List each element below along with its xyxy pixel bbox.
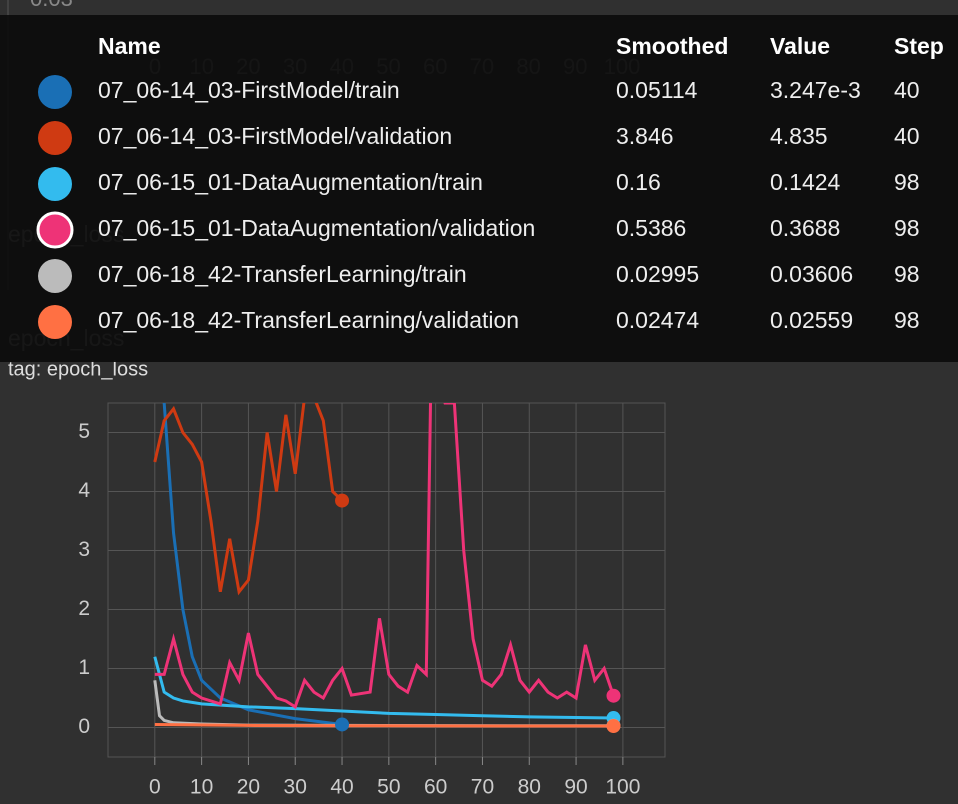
tooltip-smoothed: 3.846 bbox=[616, 123, 674, 149]
series-name: 07_06-18_42-TransferLearning/validation bbox=[98, 307, 519, 333]
legend-swatch bbox=[38, 259, 72, 293]
tooltip-smoothed: 0.5386 bbox=[616, 215, 686, 241]
series-line bbox=[154, 403, 615, 710]
tooltip-header: Smoothed bbox=[616, 33, 728, 59]
x-tick-label: 20 bbox=[237, 776, 260, 799]
series-line bbox=[154, 723, 614, 728]
tooltip-value: 4.835 bbox=[770, 123, 828, 149]
x-tick-label: 100 bbox=[605, 776, 640, 799]
tooltip-step: 98 bbox=[894, 261, 920, 287]
y-tick-label: 0 bbox=[78, 715, 90, 738]
y-tick-label: 5 bbox=[78, 420, 90, 443]
y-tick-label: 1 bbox=[78, 656, 90, 679]
y-tick-label: 4 bbox=[78, 479, 90, 502]
tooltip-header: Value bbox=[770, 33, 830, 59]
tooltip-smoothed: 0.05114 bbox=[616, 77, 698, 103]
last-point bbox=[335, 717, 350, 732]
tooltip-value: 0.3688 bbox=[770, 215, 840, 241]
x-tick-label: 0 bbox=[149, 776, 161, 799]
series-name: 07_06-15_01-DataAugmentation/train bbox=[98, 169, 483, 195]
tooltip-step: 98 bbox=[894, 215, 920, 241]
tooltip-value: 0.1424 bbox=[770, 169, 841, 195]
tooltip-step: 98 bbox=[894, 169, 920, 195]
tooltip-header: Name bbox=[98, 33, 161, 59]
x-tick-label: 80 bbox=[518, 776, 541, 799]
series-line bbox=[162, 403, 343, 726]
last-point bbox=[335, 493, 350, 508]
tooltip-step: 40 bbox=[894, 123, 920, 149]
x-tick-label: 90 bbox=[564, 776, 587, 799]
y-tick-label: 2 bbox=[78, 597, 90, 620]
x-tick-label: 30 bbox=[284, 776, 307, 799]
tooltip-box bbox=[0, 15, 958, 362]
last-point bbox=[606, 688, 621, 703]
series-line bbox=[153, 656, 614, 720]
x-tick-label: 70 bbox=[471, 776, 494, 799]
legend-swatch bbox=[38, 305, 72, 339]
legend-swatch bbox=[38, 121, 72, 155]
tag-label: tag: epoch_loss bbox=[8, 358, 148, 380]
series-name: 07_06-14_03-FirstModel/validation bbox=[98, 123, 452, 149]
x-tick-label: 40 bbox=[330, 776, 353, 799]
legend-swatch bbox=[36, 211, 74, 249]
tooltip-smoothed: 0.02474 bbox=[616, 307, 699, 333]
tooltip-value: 0.03606 bbox=[770, 261, 853, 287]
tooltip-smoothed: 0.16 bbox=[616, 169, 661, 195]
plot-area bbox=[107, 402, 666, 758]
x-tick-label: 10 bbox=[190, 776, 213, 799]
legend-swatch bbox=[38, 167, 72, 201]
y-tick-label: 3 bbox=[78, 538, 90, 561]
tooltip-value: 3.247e-3 bbox=[770, 77, 861, 103]
x-tick-label: 50 bbox=[377, 776, 400, 799]
x-tick-label: 60 bbox=[424, 776, 447, 799]
last-point bbox=[606, 719, 621, 734]
tooltip-value: 0.02559 bbox=[770, 307, 853, 333]
series-name: 07_06-14_03-FirstModel/train bbox=[98, 77, 400, 103]
series-name: 07_06-15_01-DataAugmentation/validation bbox=[98, 215, 535, 241]
lines bbox=[153, 403, 615, 728]
tooltip-step: 40 bbox=[894, 77, 920, 103]
series-name: 07_06-18_42-TransferLearning/train bbox=[98, 261, 467, 287]
series-line bbox=[153, 403, 344, 596]
prev-y-tick: 0.03 bbox=[30, 0, 73, 11]
legend-swatch bbox=[38, 75, 72, 109]
tooltip-header: Step bbox=[894, 33, 944, 59]
tooltip-step: 98 bbox=[894, 307, 920, 333]
tooltip-smoothed: 0.02995 bbox=[616, 261, 699, 287]
